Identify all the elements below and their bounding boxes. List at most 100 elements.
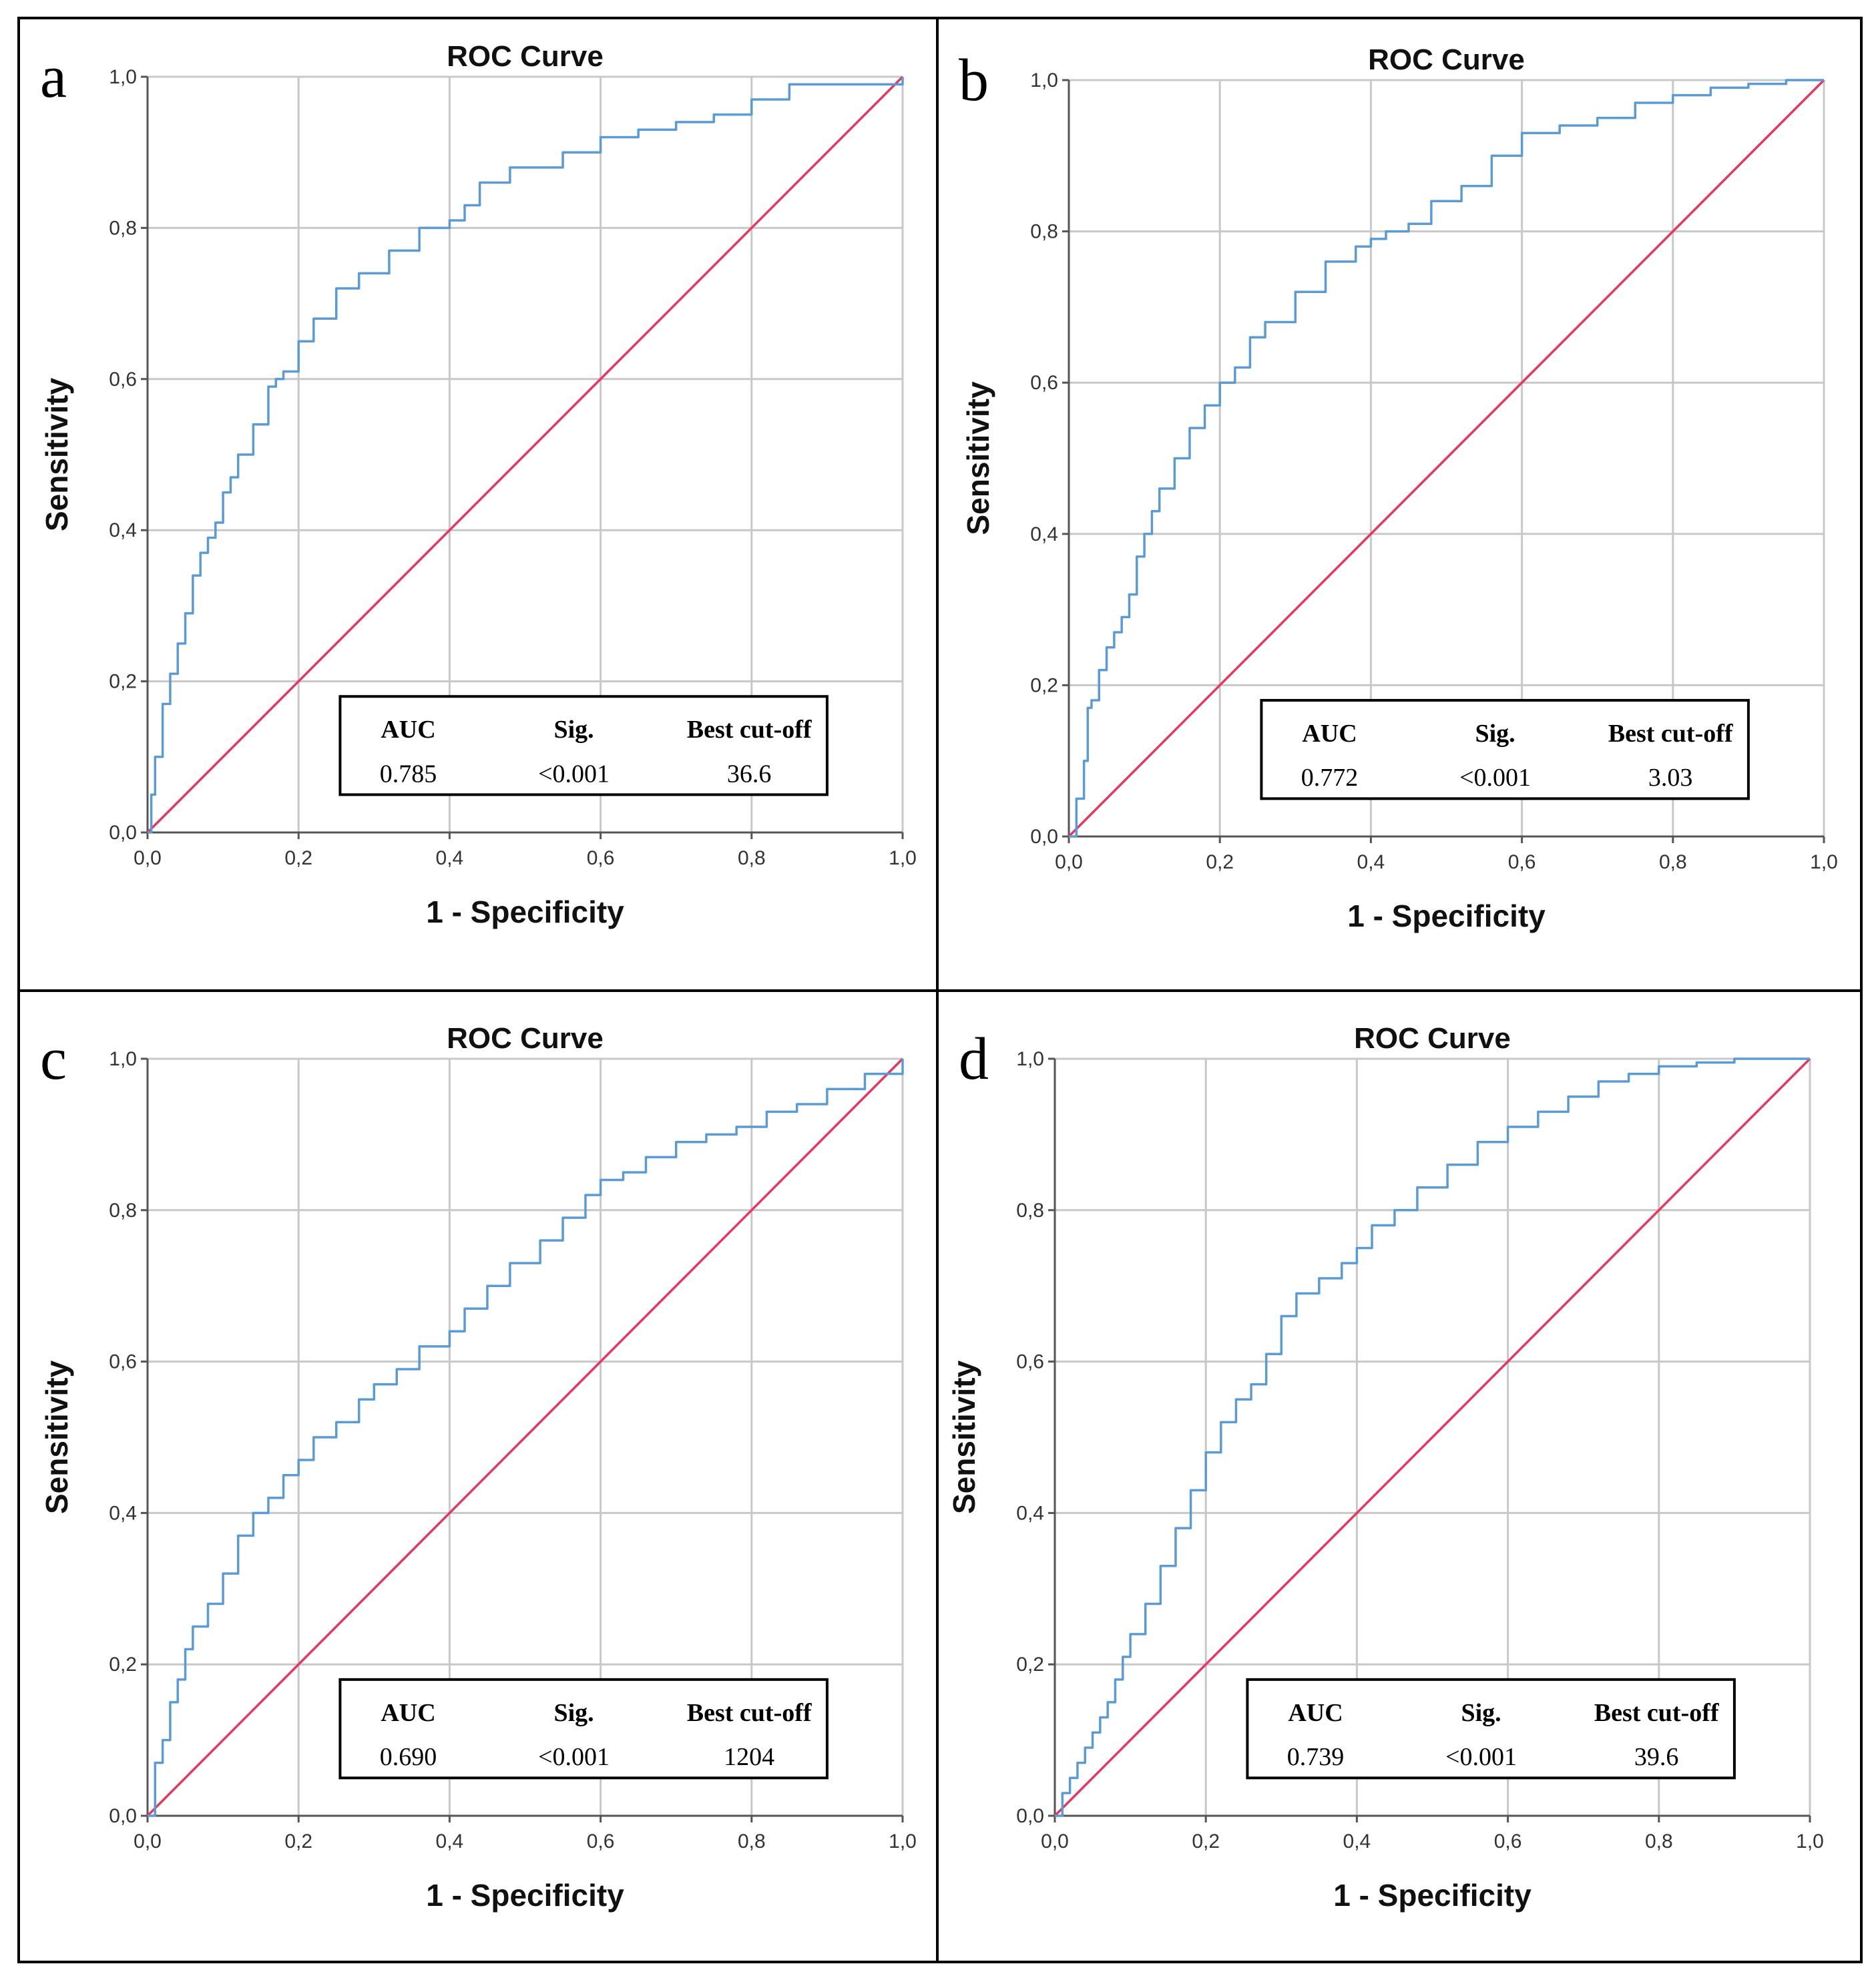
x-tick-label: 0,2 — [1206, 851, 1234, 873]
y-tick-label: 0,4 — [1016, 1502, 1044, 1524]
y-tick-label: 0,0 — [1030, 826, 1058, 848]
y-tick-label: 0,8 — [1030, 221, 1058, 243]
stats-header: Sig. — [1461, 1699, 1501, 1727]
panel-letter: d — [959, 1026, 989, 1092]
y-tick-label: 1,0 — [109, 1048, 137, 1070]
stats-value: 0.772 — [1301, 764, 1359, 792]
stats-value: <0.001 — [1445, 1743, 1517, 1771]
stats-value: 0.690 — [380, 1743, 437, 1771]
x-axis-label: 1 - Specificity — [426, 895, 624, 929]
y-axis-label: Sensitivity — [961, 381, 995, 535]
stats-header: Sig. — [553, 716, 594, 744]
y-tick-label: 0,6 — [109, 1351, 137, 1373]
stats-box — [338, 695, 829, 796]
panel-letter: a — [40, 44, 67, 110]
y-axis-label: Sensitivity — [947, 1361, 981, 1515]
stats-box — [1260, 699, 1750, 800]
x-tick-label: 0,6 — [587, 1830, 615, 1852]
y-tick-label: 1,0 — [109, 66, 137, 88]
stats-header: AUC — [1302, 720, 1357, 748]
y-tick-label: 0,4 — [1030, 523, 1058, 545]
x-tick-label: 0,8 — [738, 1830, 766, 1852]
stats-value: <0.001 — [538, 760, 610, 788]
y-tick-label: 0,0 — [109, 1805, 137, 1827]
y-tick-label: 0,4 — [109, 519, 137, 541]
y-tick-label: 0,4 — [109, 1502, 137, 1524]
x-tick-label: 0,0 — [134, 847, 162, 869]
y-tick-label: 0,8 — [109, 1200, 137, 1222]
x-axis-label: 1 - Specificity — [1333, 1878, 1532, 1913]
x-tick-label: 0,2 — [284, 1830, 312, 1852]
x-axis-label: 1 - Specificity — [1347, 899, 1546, 933]
stats-header: AUC — [1288, 1699, 1343, 1727]
stats-box — [1246, 1678, 1736, 1780]
stats-value: 0.785 — [380, 760, 437, 788]
panel-letter: b — [959, 47, 989, 113]
x-tick-label: 0,8 — [1645, 1830, 1673, 1852]
x-tick-label: 1,0 — [1810, 851, 1838, 873]
stats-value: 3.03 — [1648, 764, 1693, 792]
roc-panel-a: a ROC Curve 0,0 0,2 0,4 0,6 0,8 1,0 0,0 0,2 0,4 0,6… — [39, 40, 917, 929]
y-tick-label: 0,2 — [109, 1654, 137, 1676]
y-axis-label: Sensitivity — [39, 1361, 74, 1515]
stats-value: <0.001 — [538, 1743, 610, 1771]
y-tick-label: 0,2 — [1030, 674, 1058, 696]
y-tick-label: 0,6 — [109, 368, 137, 391]
stats-value: 36.6 — [727, 760, 772, 788]
x-tick-label: 0,4 — [436, 1830, 464, 1852]
reference-diagonal-line — [1053, 1057, 1811, 1817]
stats-value: 1204 — [724, 1743, 774, 1771]
y-tick-label: 0,0 — [109, 822, 137, 844]
stats-header: Best cut-off — [687, 716, 812, 744]
x-tick-label: 0,8 — [1659, 851, 1687, 873]
x-tick-label: 0,4 — [1357, 851, 1385, 873]
y-tick-label: 1,0 — [1030, 69, 1058, 91]
x-tick-label: 1,0 — [889, 1830, 917, 1852]
y-tick-label: 0,8 — [1016, 1200, 1044, 1222]
reference-diagonal-line — [1068, 79, 1825, 838]
x-tick-label: 0,6 — [587, 847, 615, 869]
reference-diagonal-line — [146, 75, 904, 834]
stats-header: Best cut-off — [687, 1699, 812, 1727]
stats-value: 0.739 — [1287, 1743, 1345, 1771]
roc-curve-line — [148, 1059, 904, 1817]
x-tick-label: 0,0 — [1055, 851, 1083, 873]
x-tick-label: 1,0 — [1796, 1830, 1824, 1852]
x-tick-label: 1,0 — [889, 847, 917, 869]
y-tick-label: 0,6 — [1016, 1351, 1044, 1373]
chart-title: ROC Curve — [447, 1022, 604, 1055]
y-tick-label: 0,8 — [109, 217, 137, 239]
y-axis-label: Sensitivity — [39, 378, 74, 532]
chart-title: ROC Curve — [1354, 1022, 1511, 1055]
stats-header: Best cut-off — [1594, 1699, 1720, 1727]
x-tick-label: 0,0 — [1041, 1830, 1069, 1852]
reference-diagonal-line — [146, 1057, 904, 1817]
x-axis-label: 1 - Specificity — [426, 1878, 624, 1913]
stats-header: Sig. — [1475, 720, 1515, 748]
stats-header: Best cut-off — [1608, 720, 1734, 748]
stats-value: 39.6 — [1634, 1743, 1679, 1771]
x-tick-label: 0,6 — [1494, 1830, 1522, 1852]
stats-value: <0.001 — [1459, 764, 1531, 792]
panels: a ROC Curve 0,0 0,2 0,4 0,6 0,8 1,0 0,0 0,2 0,4 0,6… — [39, 40, 1838, 1913]
y-tick-label: 0,6 — [1030, 372, 1058, 394]
panel-letter: c — [40, 1026, 67, 1092]
x-tick-label: 0,4 — [1343, 1830, 1371, 1852]
x-tick-label: 0,2 — [284, 847, 312, 869]
roc-panel-b: b ROC Curve 0,0 0,2 0,4 0,6 0,8 1,0 0,0 0,2 0,4 0,6… — [959, 43, 1838, 933]
stats-header: AUC — [381, 716, 435, 744]
x-tick-label: 0,2 — [1192, 1830, 1220, 1852]
y-tick-label: 0,2 — [109, 671, 137, 693]
stats-header: AUC — [381, 1699, 435, 1727]
x-tick-label: 0,6 — [1508, 851, 1536, 873]
stats-header: Sig. — [553, 1699, 594, 1727]
chart-title: ROC Curve — [1368, 43, 1525, 76]
roc-panel-d: d ROC Curve 0,0 0,2 0,4 0,6 0,8 1,0 0,0 0,2 0,4 0,6… — [947, 1022, 1824, 1913]
roc-curve-line — [1055, 1057, 1810, 1817]
y-tick-label: 0,2 — [1016, 1654, 1044, 1676]
chart-title: ROC Curve — [447, 40, 604, 73]
y-tick-label: 1,0 — [1016, 1048, 1044, 1070]
stats-box — [338, 1678, 829, 1780]
roc-panel-c: c ROC Curve 0,0 0,2 0,4 0,6 0,8 1,0 0,0 0,2 0,4 0,6… — [39, 1022, 917, 1913]
